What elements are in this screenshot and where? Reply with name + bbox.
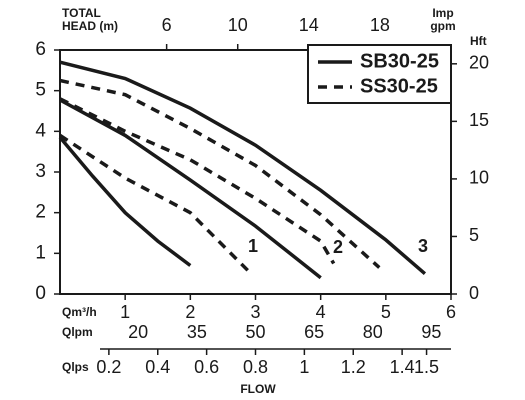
x-axis-label: Qlpm: [62, 325, 93, 339]
y-tick-label: 1: [35, 242, 46, 263]
x-tick-label: 0.6: [194, 357, 219, 377]
x-axis-label: Qlps: [62, 360, 89, 374]
x-tick-label: 3: [250, 302, 260, 322]
x-tick-label: 5: [381, 302, 391, 322]
curve-label: 1: [248, 236, 258, 256]
x-tick-label: 1: [299, 357, 309, 377]
pump-curve: [59, 97, 336, 265]
y2-tick-label: 0: [469, 283, 479, 303]
y-tick-label: 6: [35, 39, 46, 60]
y2-tick-label: 15: [469, 110, 489, 130]
curve-label: 2: [333, 237, 343, 257]
x-tick-label: 50: [245, 322, 265, 342]
x-tick-label: 2: [185, 302, 195, 322]
legend-label: SS30-25: [360, 75, 438, 97]
pump-curve: [59, 78, 381, 269]
y-tick-label: 3: [35, 161, 46, 182]
legend-box: [307, 44, 452, 104]
y-tick-label: 0: [35, 283, 46, 304]
x-tick-label: 95: [421, 322, 441, 342]
legend-label: SB30-25: [360, 50, 439, 72]
x-tick-label: 6: [446, 302, 456, 322]
x-tick-label: 20: [128, 322, 148, 342]
x-tick-label: 35: [187, 322, 207, 342]
x-tick-label: 80: [363, 322, 383, 342]
x-tick-label: 1: [120, 302, 130, 322]
pump-curve: [59, 133, 251, 273]
x-tick-label: 0.4: [145, 357, 170, 377]
y-tick-label: 4: [35, 120, 46, 141]
y-axis-label: HEAD (m): [62, 19, 118, 33]
y-tick-label: 5: [35, 80, 46, 101]
top-tick-label: 14: [299, 15, 319, 35]
top-tick-label: 10: [228, 15, 248, 35]
y2-tick-label: 20: [469, 53, 489, 73]
pump-curve: [59, 60, 427, 276]
y2-tick-label: 10: [469, 168, 489, 188]
y2-tick-label: 5: [469, 225, 479, 245]
y-axis-label: TOTAL: [62, 6, 101, 20]
top-axis-label: Imp: [432, 6, 453, 20]
pump-curve: [59, 98, 322, 280]
x-tick-label: 0.8: [243, 357, 268, 377]
pump-curve: [58, 136, 192, 267]
x-tick-label: 1.4: [390, 357, 415, 377]
y2-axis-label: Hft: [470, 34, 487, 48]
curve-label: 3: [418, 236, 428, 256]
top-axis-label: gpm: [430, 19, 455, 33]
x-tick-label: 1.5: [414, 357, 439, 377]
x-tick-label: 4: [316, 302, 326, 322]
x-axis-label: Qm³/h: [62, 305, 97, 319]
top-tick-label: 18: [370, 15, 390, 35]
y-tick-label: 2: [35, 202, 46, 223]
x-tick-label: 65: [304, 322, 324, 342]
x-tick-label: 1.2: [341, 357, 366, 377]
x-tick-label: 0.2: [96, 357, 121, 377]
top-tick-label: 6: [162, 15, 172, 35]
x-axis-title: FLOW: [240, 382, 276, 396]
